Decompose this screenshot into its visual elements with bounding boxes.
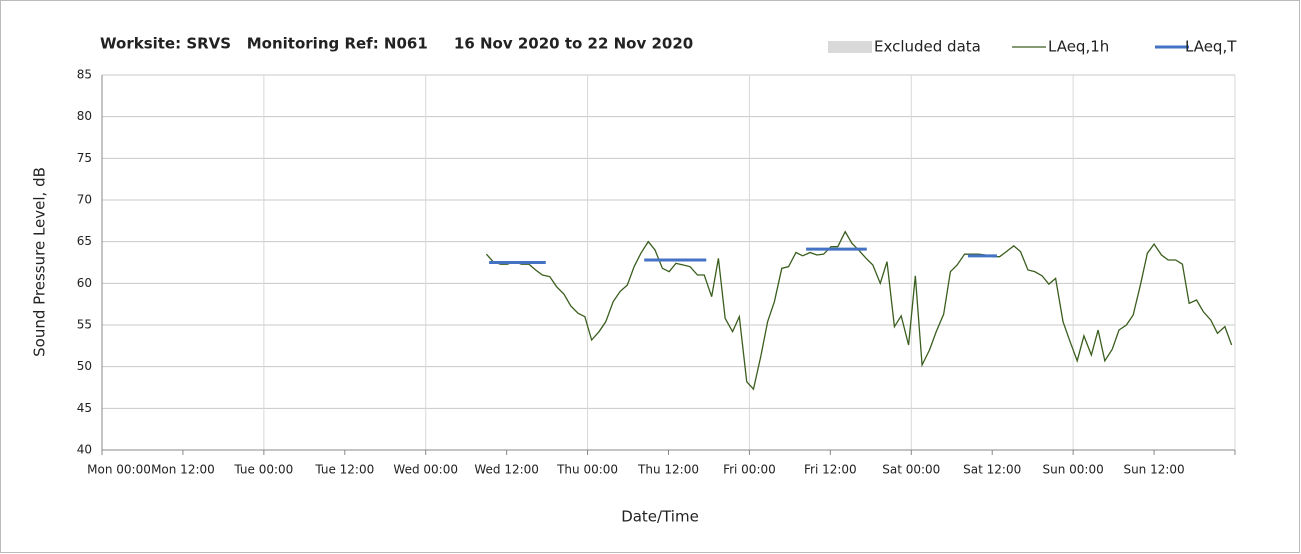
x-tick-label: Sun 00:00 [1043, 463, 1104, 477]
x-tick-label: Sun 12:00 [1123, 463, 1184, 477]
y-tick-label: 75 [77, 151, 92, 165]
y-tick-label: 55 [77, 318, 92, 332]
y-tick-label: 80 [77, 109, 92, 123]
legend-swatch [828, 41, 872, 53]
x-tick-label: Fri 00:00 [723, 463, 776, 477]
x-tick-label: Wed 00:00 [393, 463, 458, 477]
y-tick-label: 60 [77, 276, 92, 290]
y-tick-label: 40 [77, 443, 92, 457]
x-tick-label: Sat 12:00 [963, 463, 1021, 477]
x-tick-label: Fri 12:00 [804, 463, 857, 477]
y-axis-label: Sound Pressure Level, dB [31, 167, 49, 357]
x-tick-label: Mon 12:00 [151, 463, 215, 477]
legend-label: LAeq,T [1185, 38, 1237, 56]
x-tick-label: Sat 00:00 [882, 463, 940, 477]
chart-title: Worksite: SRVS Monitoring Ref: N061 16 N… [100, 35, 693, 53]
x-tick-label: Thu 00:00 [556, 463, 618, 477]
y-tick-label: 50 [77, 359, 92, 373]
x-tick-label: Tue 12:00 [314, 463, 374, 477]
x-tick-label: Thu 12:00 [637, 463, 699, 477]
x-tick-label: Wed 12:00 [474, 463, 539, 477]
y-tick-label: 85 [77, 68, 92, 82]
y-tick-label: 70 [77, 193, 92, 207]
x-tick-label: Tue 00:00 [233, 463, 293, 477]
y-tick-label: 45 [77, 401, 92, 415]
x-axis-label: Date/Time [621, 508, 699, 526]
line-series [485, 230, 1233, 391]
y-tick-label: 65 [77, 234, 92, 248]
legend-label: Excluded data [874, 38, 981, 56]
legend-label: LAeq,1h [1048, 38, 1109, 56]
x-tick-label: Mon 00:00 [87, 463, 151, 477]
